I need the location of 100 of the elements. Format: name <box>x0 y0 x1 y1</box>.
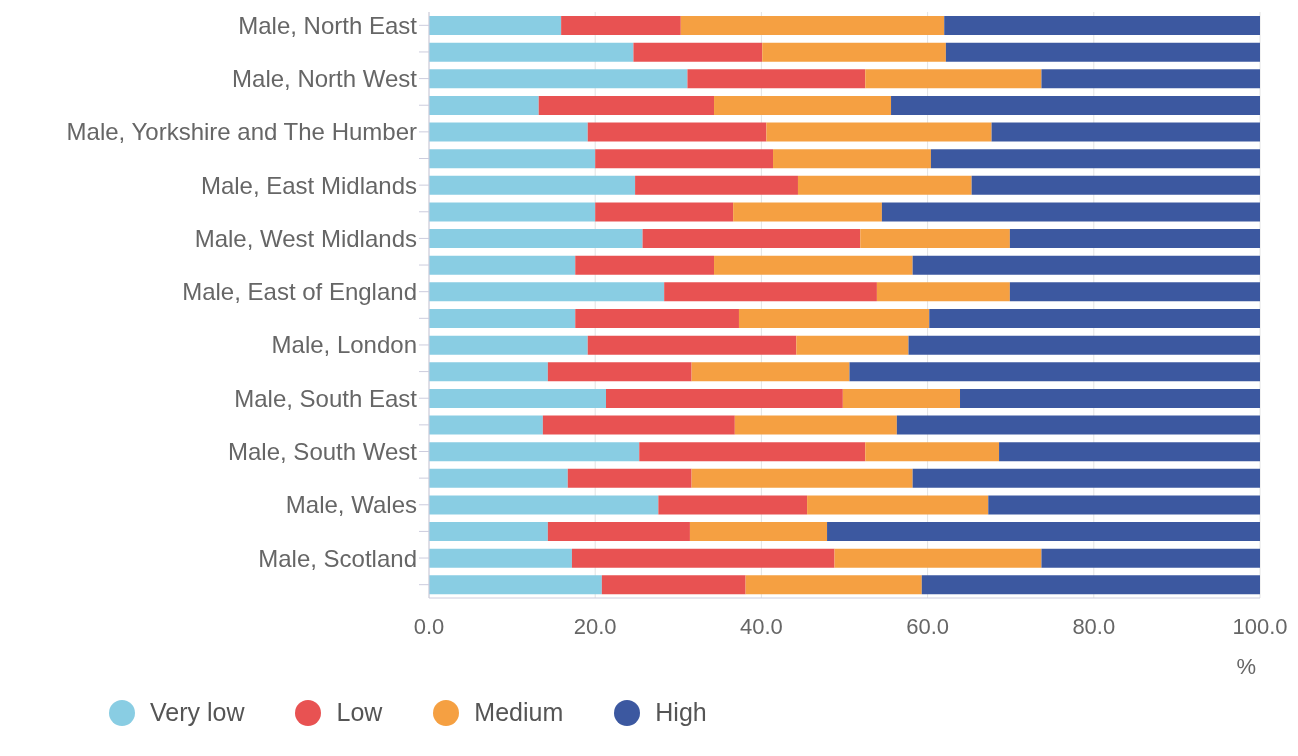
bar <box>429 522 548 542</box>
bar <box>714 255 913 275</box>
bar <box>429 442 640 462</box>
bar <box>538 95 715 115</box>
bar <box>876 282 1010 302</box>
y-tick-label: Male, Yorkshire and The Humber <box>66 118 417 146</box>
bar <box>658 495 808 515</box>
bar <box>639 442 866 462</box>
bar <box>561 16 681 35</box>
bar <box>733 202 882 222</box>
y-tick-label: Male, South East <box>234 384 418 412</box>
y-tick-label: Male, Wales <box>285 491 417 519</box>
bar <box>842 388 961 408</box>
bar <box>745 575 922 595</box>
bar <box>766 122 992 142</box>
bar <box>547 362 692 382</box>
x-tick-label: 60.0 <box>906 613 950 639</box>
y-tick-label: Male, Scotland <box>258 544 417 572</box>
bar <box>1009 282 1260 302</box>
y-tick-label: Male, North West <box>232 65 418 93</box>
bar <box>849 362 1260 382</box>
bar <box>865 442 1000 462</box>
bar <box>601 575 746 595</box>
bar <box>429 282 665 302</box>
x-axis-title: % <box>1236 654 1256 679</box>
x-tick-label: 0.0 <box>413 613 445 639</box>
bar <box>971 175 1260 195</box>
bar <box>921 575 1260 595</box>
bar <box>1041 548 1260 568</box>
legend-label: Medium <box>474 698 564 727</box>
bar <box>429 415 543 435</box>
bar <box>945 42 1260 62</box>
bar <box>930 149 1260 169</box>
bar <box>429 202 596 222</box>
bar <box>827 522 1260 542</box>
legend-label: Very low <box>150 698 245 727</box>
bar <box>865 69 1042 89</box>
bar <box>571 548 835 568</box>
bar <box>429 122 588 142</box>
bar <box>807 495 989 515</box>
legend-label: Low <box>336 698 383 727</box>
x-tick-label: 100.0 <box>1232 613 1288 639</box>
bar <box>633 42 763 62</box>
bar <box>429 229 643 249</box>
bar <box>429 468 568 488</box>
x-tick-label: 80.0 <box>1072 613 1116 639</box>
legend-label: High <box>655 698 707 727</box>
bar <box>429 575 602 595</box>
bar <box>929 309 1260 328</box>
x-tick-label: 40.0 <box>739 613 783 639</box>
bar <box>738 309 930 328</box>
bar <box>714 95 892 115</box>
bar <box>606 388 843 408</box>
bar <box>960 388 1260 408</box>
bar <box>689 522 828 542</box>
y-tick-label: Male, East Midlands <box>200 171 417 199</box>
bar <box>595 202 734 222</box>
bar <box>429 69 688 89</box>
bar <box>912 255 1260 275</box>
bar <box>944 16 1260 35</box>
y-tick-label: Male, North East <box>238 11 418 39</box>
bar <box>547 522 690 542</box>
bar <box>896 415 1260 435</box>
bar <box>429 495 659 515</box>
bar <box>429 149 596 169</box>
bar <box>687 69 866 89</box>
bar <box>542 415 735 435</box>
bar <box>429 548 572 568</box>
bar <box>567 468 692 488</box>
bar <box>429 335 588 355</box>
bar <box>595 149 774 169</box>
bar <box>429 388 606 408</box>
bar <box>575 309 739 328</box>
bar <box>587 335 797 355</box>
bar <box>664 282 877 302</box>
bar <box>642 229 861 249</box>
bar <box>680 16 945 35</box>
y-tick-label: Male, London <box>271 331 417 359</box>
bar <box>1041 69 1260 89</box>
bar <box>999 442 1260 462</box>
bar <box>891 95 1260 115</box>
bar <box>429 95 539 115</box>
bar <box>587 122 767 142</box>
bar <box>834 548 1042 568</box>
bar <box>912 468 1260 488</box>
y-tick-label: Male, East of England <box>182 278 417 306</box>
bar <box>734 415 897 435</box>
bar <box>429 255 576 275</box>
bar <box>429 42 634 62</box>
bar <box>796 335 909 355</box>
y-tick-label: Male, South West <box>228 438 418 466</box>
bar <box>908 335 1260 355</box>
y-tick-label: Male, West Midlands <box>194 224 417 252</box>
bar <box>429 175 636 195</box>
bar <box>991 122 1260 142</box>
bar <box>575 255 715 275</box>
bar <box>773 149 931 169</box>
bar <box>691 362 850 382</box>
bar <box>429 309 576 328</box>
bar <box>797 175 972 195</box>
